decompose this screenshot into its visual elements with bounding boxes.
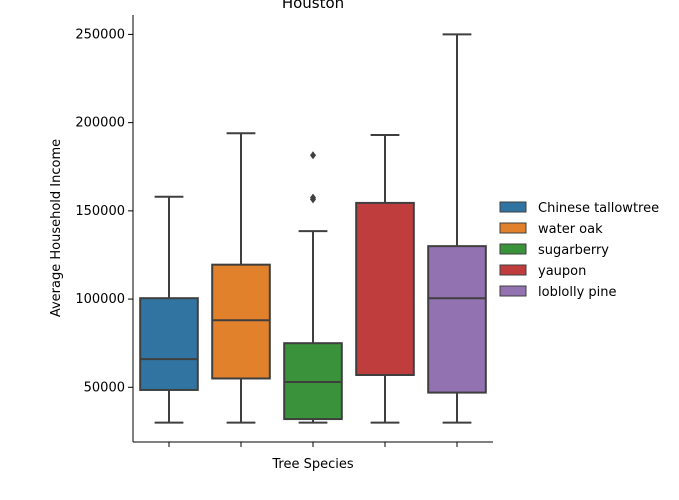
box-group	[355, 133, 415, 424]
y-tick-label: 200000	[75, 116, 125, 131]
y-tick-label: 50000	[84, 380, 125, 395]
legend-swatch	[499, 285, 527, 297]
box	[211, 263, 271, 380]
legend-label: Chinese tallowtree	[538, 201, 659, 216]
legend-label: sugarberry	[538, 243, 609, 258]
box	[427, 245, 487, 394]
plot-area	[139, 33, 487, 424]
chart-title: Houston	[282, 0, 344, 12]
box-group	[139, 195, 199, 424]
outlier-point	[310, 193, 316, 202]
outlier-point	[310, 151, 316, 160]
legend-label: yaupon	[538, 264, 586, 279]
y-ticks: 50000 100000 150000 200000 250000	[75, 27, 133, 395]
box-group	[283, 151, 343, 424]
y-axis-label: Average Household Income	[49, 139, 64, 317]
box	[139, 297, 199, 391]
legend: Chinese tallowtree water oak sugarberry yau…	[499, 201, 659, 300]
legend-swatch	[499, 243, 527, 255]
x-ticks	[168, 442, 458, 447]
box-group	[211, 132, 271, 424]
legend-swatch	[499, 201, 527, 213]
y-tick-label: 150000	[75, 204, 125, 219]
y-tick-label: 100000	[75, 292, 125, 307]
legend-label: water oak	[538, 222, 603, 237]
legend-swatch	[499, 264, 527, 276]
y-tick-label: 250000	[75, 27, 125, 42]
x-axis-label: Tree Species	[271, 457, 353, 472]
legend-label: loblolly pine	[538, 285, 617, 300]
legend-swatch	[499, 222, 527, 234]
box	[355, 201, 415, 376]
box-group	[427, 33, 487, 424]
